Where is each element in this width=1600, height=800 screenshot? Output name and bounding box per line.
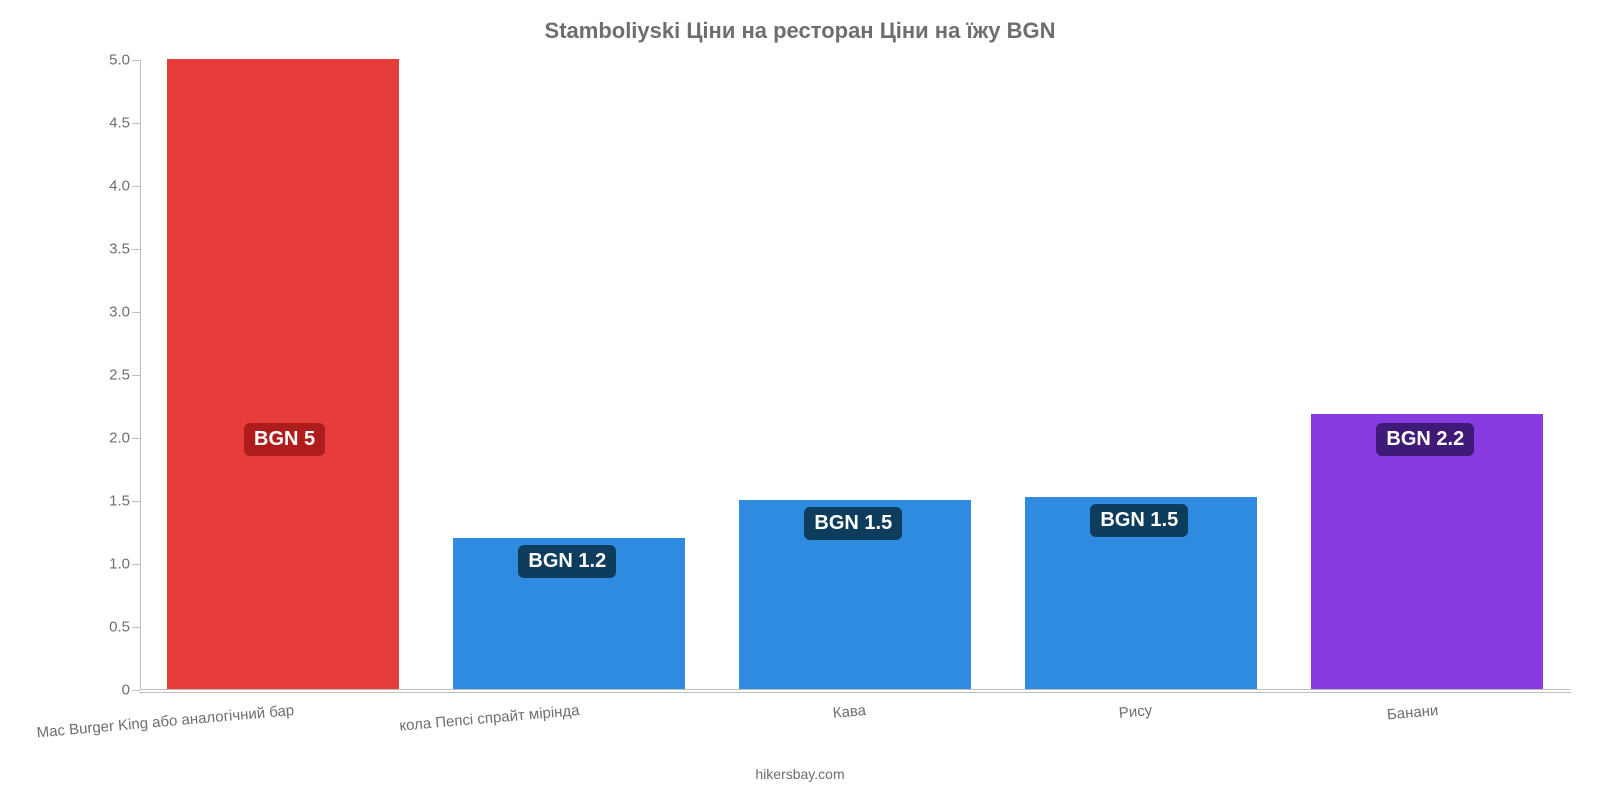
y-tick-label: 5.0 <box>80 52 130 69</box>
bar <box>167 59 399 689</box>
x-tick-label: Рису <box>1118 702 1153 722</box>
value-badge: BGN 1.5 <box>804 507 902 540</box>
y-tick <box>132 690 140 691</box>
plot-area: 00.51.01.52.02.53.03.54.04.55.0BGN 5Mac … <box>140 60 1570 690</box>
y-tick <box>132 438 140 439</box>
y-tick <box>132 627 140 628</box>
chart-title: Stamboliyski Ціни на ресторан Ціни на їж… <box>0 18 1600 44</box>
y-tick-label: 0.5 <box>80 619 130 636</box>
x-axis <box>139 692 1571 693</box>
y-tick <box>132 249 140 250</box>
x-tick-label: Кава <box>832 702 867 722</box>
y-tick-label: 1.5 <box>80 493 130 510</box>
y-tick <box>132 375 140 376</box>
y-tick <box>132 564 140 565</box>
y-tick-label: 3.5 <box>80 241 130 258</box>
value-badge: BGN 2.2 <box>1376 423 1474 456</box>
y-tick-label: 0 <box>80 682 130 699</box>
bar-chart: Stamboliyski Ціни на ресторан Ціни на їж… <box>0 0 1600 800</box>
y-tick-label: 1.0 <box>80 556 130 573</box>
value-badge: BGN 1.2 <box>518 545 616 578</box>
x-tick-label: Банани <box>1386 702 1439 723</box>
y-axis <box>140 60 141 689</box>
x-tick-label: Mac Burger King або аналогічний бар <box>36 702 295 741</box>
y-tick <box>132 312 140 313</box>
value-badge: BGN 1.5 <box>1090 504 1188 537</box>
value-badge: BGN 5 <box>244 423 325 456</box>
y-tick-label: 2.0 <box>80 430 130 447</box>
y-tick <box>132 501 140 502</box>
credit-text: hikersbay.com <box>0 766 1600 782</box>
y-tick-label: 3.0 <box>80 304 130 321</box>
y-tick <box>132 123 140 124</box>
y-tick-label: 2.5 <box>80 367 130 384</box>
y-tick-label: 4.0 <box>80 178 130 195</box>
x-tick-label: кола Пепсі спрайт мірінда <box>399 702 580 735</box>
y-tick-label: 4.5 <box>80 115 130 132</box>
y-tick <box>132 60 140 61</box>
y-tick <box>132 186 140 187</box>
